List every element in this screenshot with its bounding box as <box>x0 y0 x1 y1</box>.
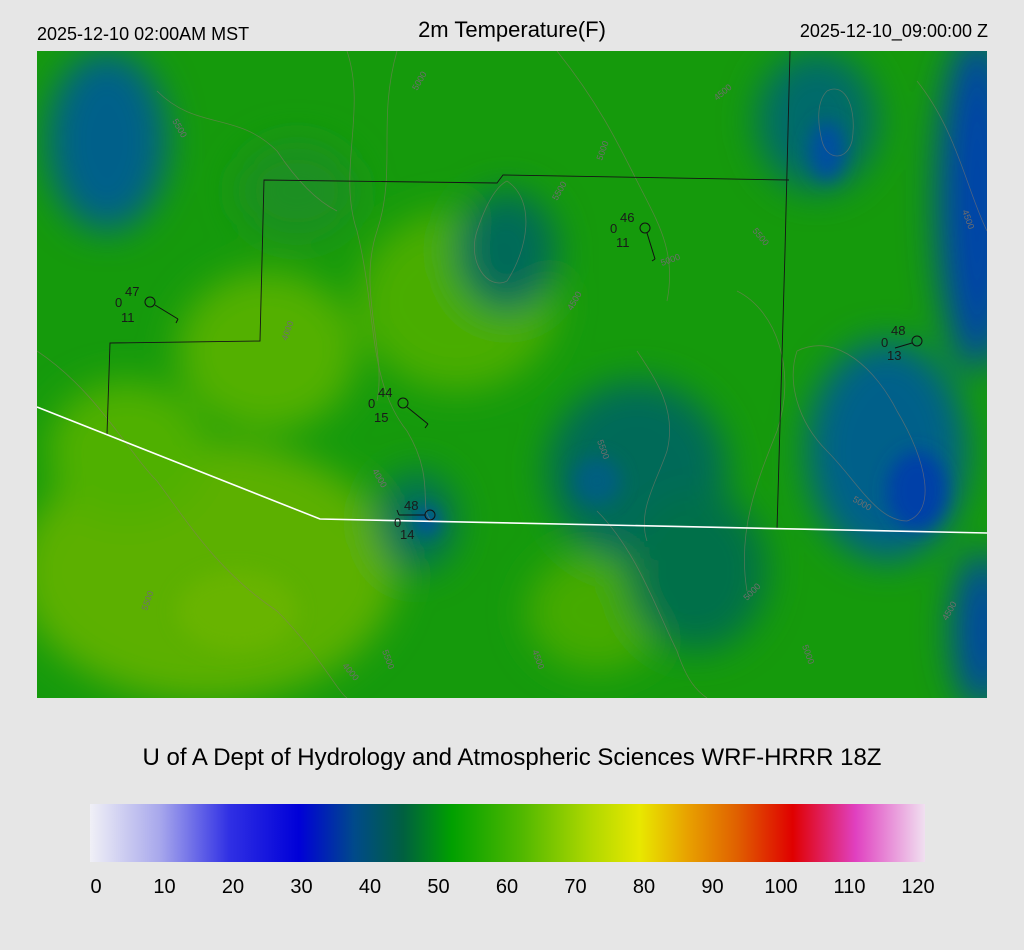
county-boundaries <box>106 51 791 530</box>
station-temp: 47 <box>125 284 139 299</box>
colorbar-tick-label: 60 <box>495 876 519 898</box>
map-title: 2m Temperature(F) <box>418 17 606 42</box>
station-temp: 48 <box>404 498 418 513</box>
station-precip: 0 <box>115 295 122 310</box>
local-time-label: 2025-12-10 02:00AM MST <box>37 24 250 44</box>
station-plot: 48 0 13 <box>881 323 923 363</box>
wind-barb-icon <box>154 304 179 320</box>
colorbar-tick-label: 80 <box>632 876 656 898</box>
terrain-contours <box>37 51 987 698</box>
colorbar-tick-label: 120 <box>901 876 935 898</box>
wind-barb-icon <box>406 406 429 425</box>
station-plot: 46 0 11 <box>610 210 656 262</box>
station-marker-icon <box>639 222 651 234</box>
station-precip: 0 <box>610 221 617 236</box>
colorbar-tick-label: 30 <box>290 876 313 898</box>
colorbar-tick-label: 20 <box>221 876 245 898</box>
colorbar-tick-label: 90 <box>701 876 724 898</box>
temperature-field <box>37 51 987 698</box>
station-marker-icon <box>911 335 923 347</box>
colorbar-tick-label: 40 <box>358 876 382 898</box>
colorbar-tick-label: 100 <box>764 876 798 898</box>
station-temp: 46 <box>620 210 634 225</box>
station-temp: 44 <box>378 385 392 400</box>
station-plot: 47 0 11 <box>115 284 179 325</box>
station-plot: 48 0 14 <box>394 498 436 542</box>
colorbar-tick-label: 70 <box>564 876 587 898</box>
model-credit: U of A Dept of Hydrology and Atmospheric… <box>142 744 882 771</box>
colorbar-tick-label: 50 <box>427 876 450 898</box>
utc-time-label: 2025-12-10_09:00:00 Z <box>799 21 988 41</box>
state-border <box>37 406 987 534</box>
colorbar-tick-label: 0 <box>90 876 102 898</box>
temperature-map: 5500 5000 5000 4500 4500 5500 5000 5500 … <box>37 51 987 698</box>
station-precip: 0 <box>368 396 375 411</box>
colorbar-ticks: 0 10 20 30 40 50 60 70 80 90 100 110 120 <box>0 876 1024 904</box>
temperature-colorbar <box>90 804 925 862</box>
wind-barb-icon <box>894 342 913 349</box>
station-dew: 14 <box>400 527 414 542</box>
station-marker-icon <box>397 397 409 409</box>
wind-barb-icon <box>646 232 656 260</box>
station-precip: 0 <box>394 515 401 530</box>
station-dew: 11 <box>121 310 135 325</box>
station-precip: 0 <box>881 335 888 350</box>
colorbar-tick-label: 10 <box>153 876 176 898</box>
temperature-field-detail <box>177 121 947 651</box>
colorbar-tick-label: 110 <box>833 876 866 898</box>
station-dew: 13 <box>887 348 901 363</box>
station-plot: 44 0 15 <box>368 385 429 429</box>
station-marker-icon <box>144 296 156 308</box>
station-dew: 11 <box>616 235 630 250</box>
station-dew: 15 <box>374 410 388 425</box>
station-temp: 48 <box>891 323 905 338</box>
